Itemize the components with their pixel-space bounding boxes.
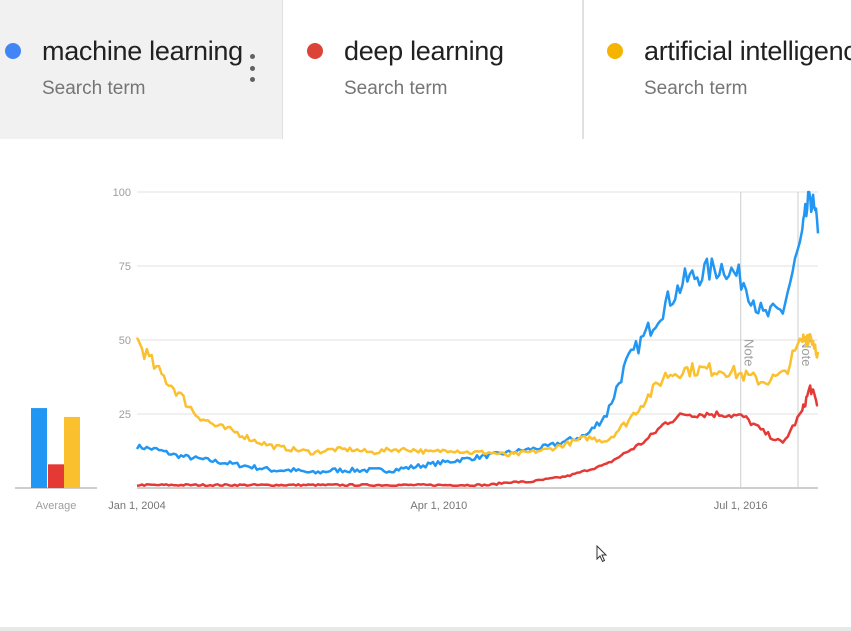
term-label: machine learning [42, 36, 243, 66]
x-tick-label: Jul 1, 2016 [714, 500, 768, 512]
term-sublabel: Search term [644, 78, 748, 99]
y-tick-label: 75 [119, 261, 131, 273]
x-tick-label: Apr 1, 2010 [410, 500, 467, 512]
series-line-artificial-intelligence [135, 333, 820, 458]
term-color-dot [5, 43, 21, 59]
term-sublabel: Search term [42, 78, 146, 99]
search-terms-bar: machine learning Search term deep learni… [0, 0, 851, 139]
series-line-deep-learning [136, 384, 819, 488]
term-sublabel: Search term [344, 78, 448, 99]
y-tick-label: 25 [119, 409, 131, 421]
average-bar-1 [31, 408, 47, 488]
average-bar-2 [48, 464, 64, 488]
mouse-cursor-icon [596, 545, 608, 563]
note-label: Note [742, 339, 757, 366]
average-bar-3 [64, 416, 80, 488]
term-card-artificial-intelligence[interactable]: artificial intelligence Search term [583, 0, 851, 139]
term-color-dot [607, 43, 623, 59]
interest-over-time-chart: Average 25 50 75 100 Jan 1, 2004 Apr 1, 2010 Ju… [15, 187, 820, 512]
y-tick-label: 50 [119, 335, 131, 347]
more-vert-icon[interactable] [246, 54, 258, 82]
term-color-dot [307, 43, 323, 59]
x-tick-label: Jan 1, 2004 [108, 500, 166, 512]
series-line-machine-learning [135, 190, 820, 475]
bottom-divider [0, 627, 851, 631]
term-label: deep learning [344, 36, 504, 66]
term-card-machine-learning[interactable]: machine learning Search term [0, 0, 282, 139]
term-card-deep-learning[interactable]: deep learning Search term [282, 0, 583, 139]
term-label: artificial intelligence [644, 36, 851, 66]
y-tick-label: 100 [113, 187, 131, 199]
note-label: Note [799, 339, 814, 366]
average-label: Average [36, 500, 77, 512]
